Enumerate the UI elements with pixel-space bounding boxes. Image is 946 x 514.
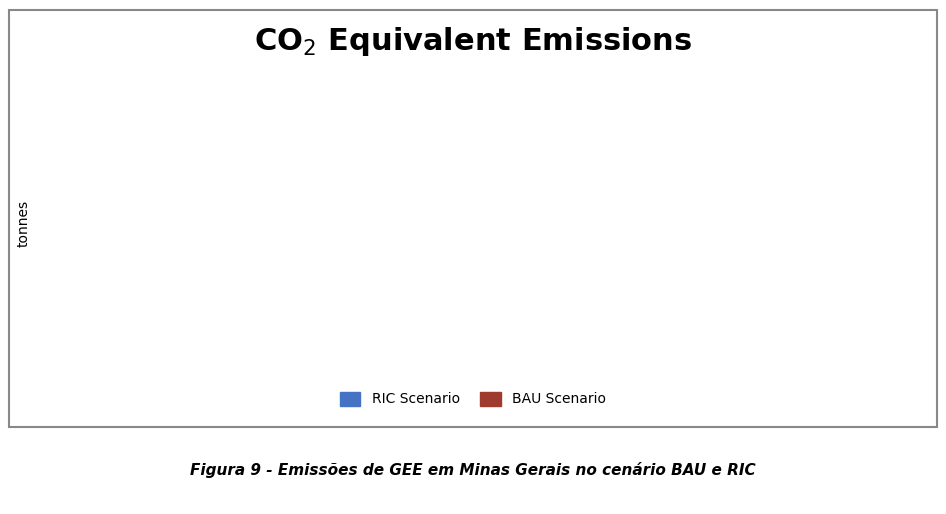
- Bar: [219, 219, 234, 360]
- Text: CO$_2$ Equivalent Emissions: CO$_2$ Equivalent Emissions: [254, 25, 692, 58]
- Bar: [740, 172, 754, 360]
- Bar: [351, 208, 366, 360]
- Bar: [142, 225, 156, 360]
- Bar: [118, 227, 133, 360]
- Bar: [297, 212, 311, 360]
- Bar: [181, 221, 195, 360]
- Bar: [273, 215, 289, 360]
- Bar: [429, 202, 444, 360]
- Bar: [312, 210, 327, 360]
- Bar: [491, 199, 506, 360]
- Bar: [196, 219, 211, 360]
- Bar: [235, 217, 250, 360]
- Bar: [840, 168, 855, 360]
- Bar: [724, 185, 739, 360]
- Bar: [506, 195, 521, 360]
- Bar: [779, 168, 793, 360]
- Bar: [258, 215, 272, 360]
- Bar: [545, 189, 560, 360]
- Bar: [856, 153, 870, 360]
- Text: tonnes: tonnes: [17, 200, 30, 247]
- Bar: [375, 208, 389, 360]
- Bar: [103, 227, 117, 360]
- Bar: [569, 193, 584, 360]
- Bar: [413, 206, 429, 360]
- Bar: [701, 176, 715, 360]
- Bar: [467, 197, 482, 360]
- Bar: [762, 180, 778, 360]
- Bar: [530, 197, 545, 360]
- Bar: [685, 187, 700, 360]
- Bar: [801, 176, 816, 360]
- Bar: [607, 191, 622, 360]
- Y-axis label: Milhões: Milhões: [42, 195, 56, 247]
- Bar: [879, 163, 894, 360]
- Bar: [157, 223, 172, 360]
- Bar: [390, 206, 405, 360]
- Bar: [584, 187, 599, 360]
- Text: Figura 9 - Emissões de GEE em Minas Gerais no cenário BAU e RIC: Figura 9 - Emissões de GEE em Minas Gera…: [190, 462, 756, 479]
- Bar: [336, 210, 350, 360]
- Legend: RIC Scenario, BAU Scenario: RIC Scenario, BAU Scenario: [334, 386, 612, 412]
- Bar: [623, 185, 638, 360]
- Bar: [452, 202, 467, 360]
- Bar: [646, 189, 661, 360]
- Bar: [662, 180, 676, 360]
- Bar: [895, 144, 909, 360]
- Bar: [817, 161, 832, 360]
